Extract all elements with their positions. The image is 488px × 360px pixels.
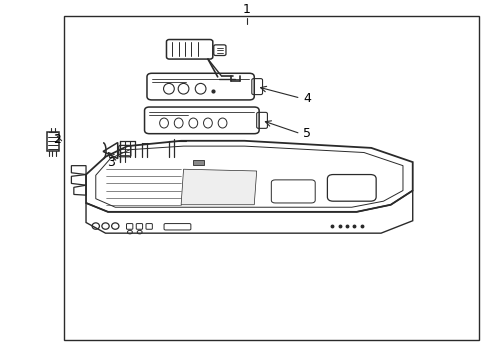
- Text: 3: 3: [107, 156, 115, 168]
- Bar: [193, 159, 203, 165]
- Text: 4: 4: [303, 92, 310, 105]
- Bar: [64, 17, 478, 340]
- Text: 5: 5: [303, 127, 310, 140]
- Polygon shape: [181, 169, 256, 205]
- Text: 1: 1: [243, 4, 250, 17]
- Text: 2: 2: [53, 132, 61, 145]
